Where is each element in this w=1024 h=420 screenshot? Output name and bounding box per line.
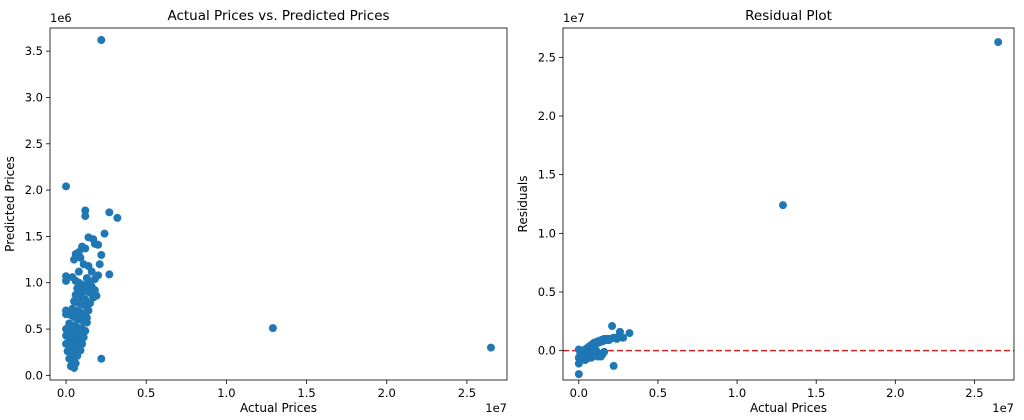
y-tick-label: 0.0	[538, 344, 556, 358]
data-point	[79, 333, 88, 342]
y-tick-label: 0.5	[25, 322, 43, 336]
y-offset-label: 1e7	[563, 11, 585, 25]
y-tick-label: 1.5	[25, 229, 43, 243]
data-point	[70, 363, 79, 372]
y-tick-label: 1.5	[538, 168, 556, 182]
plot-frame	[562, 27, 1015, 381]
data-point	[95, 260, 104, 269]
data-point	[574, 370, 583, 379]
data-point	[86, 278, 95, 287]
data-point	[87, 267, 96, 276]
data-point	[86, 299, 95, 308]
data-point	[76, 253, 85, 262]
data-point	[81, 326, 90, 335]
x-offset-label: 1e7	[485, 401, 507, 415]
y-tick-label: 3.0	[25, 90, 43, 104]
data-point	[596, 350, 605, 359]
y-tick-label: 0.5	[538, 285, 556, 299]
data-point	[609, 361, 618, 370]
data-point	[94, 240, 103, 249]
data-point	[97, 36, 106, 45]
x-tick-label: 2.0	[886, 386, 904, 400]
x-tick-label: 2.5	[458, 386, 476, 400]
data-point	[619, 333, 628, 342]
y-tick-label: 2.5	[25, 137, 43, 151]
x-tick-label: 0.0	[570, 386, 588, 400]
x-offset-label: 1e7	[992, 401, 1014, 415]
x-tick-label: 1.5	[807, 386, 825, 400]
data-point	[97, 354, 106, 363]
data-point	[82, 313, 91, 322]
data-point	[84, 306, 93, 315]
x-tick-label: 0.5	[137, 386, 155, 400]
y-axis-label: Predicted Prices	[3, 156, 17, 252]
x-tick-label: 0.5	[649, 386, 667, 400]
data-point	[62, 276, 71, 285]
x-tick-label: 1.5	[297, 386, 315, 400]
data-point	[90, 286, 99, 295]
x-tick-label: 1.0	[728, 386, 746, 400]
y-tick-label: 1.0	[25, 276, 43, 290]
x-tick-label: 0.0	[57, 386, 75, 400]
y-tick-label: 3.5	[25, 44, 43, 58]
data-point	[73, 351, 82, 360]
data-point	[105, 208, 114, 217]
data-point	[778, 201, 787, 210]
y-tick-label: 2.5	[538, 50, 556, 64]
x-tick-label: 2.0	[378, 386, 396, 400]
data-point	[574, 345, 583, 354]
data-point	[113, 213, 122, 222]
y-tick-label: 2.0	[25, 183, 43, 197]
data-point	[81, 206, 90, 215]
x-axis-label: Actual Prices	[750, 401, 827, 415]
data-point	[70, 255, 79, 264]
chart-actual-vs-predicted: 0.0 0.5 1.0 1.5 2.0 2.5 0.0 0.5 1.0 1.5 2.0 2.5 3.0 3…	[3, 8, 508, 415]
data-point	[268, 324, 277, 333]
y-tick-label: 1.0	[538, 226, 556, 240]
data-point	[81, 212, 90, 221]
data-point	[74, 267, 83, 276]
chart-title: Residual Plot	[745, 8, 832, 24]
data-point	[994, 38, 1003, 47]
x-tick-label: 1.0	[217, 386, 235, 400]
y-offset-label: 1e6	[50, 11, 72, 25]
x-tick-label: 2.5	[965, 386, 983, 400]
plot-frame	[49, 27, 508, 381]
chart-residual-plot: 0.0 0.5 1.0 1.5 2.0 2.5 0.0 0.5 1.0 1.5 2.0 2.5 Resi…	[516, 8, 1015, 415]
y-tick-label: 0.0	[25, 368, 43, 382]
data-point	[81, 244, 90, 253]
data-point	[100, 229, 109, 238]
data-point	[486, 343, 495, 352]
data-point	[105, 270, 114, 279]
data-point	[625, 329, 634, 338]
y-axis-label: Residuals	[516, 176, 530, 233]
y-tick-label: 2.0	[538, 109, 556, 123]
data-point	[97, 250, 106, 259]
data-point	[62, 182, 71, 191]
chart-title: Actual Prices vs. Predicted Prices	[167, 8, 389, 24]
x-axis-label: Actual Prices	[240, 401, 317, 415]
data-point	[608, 322, 617, 331]
